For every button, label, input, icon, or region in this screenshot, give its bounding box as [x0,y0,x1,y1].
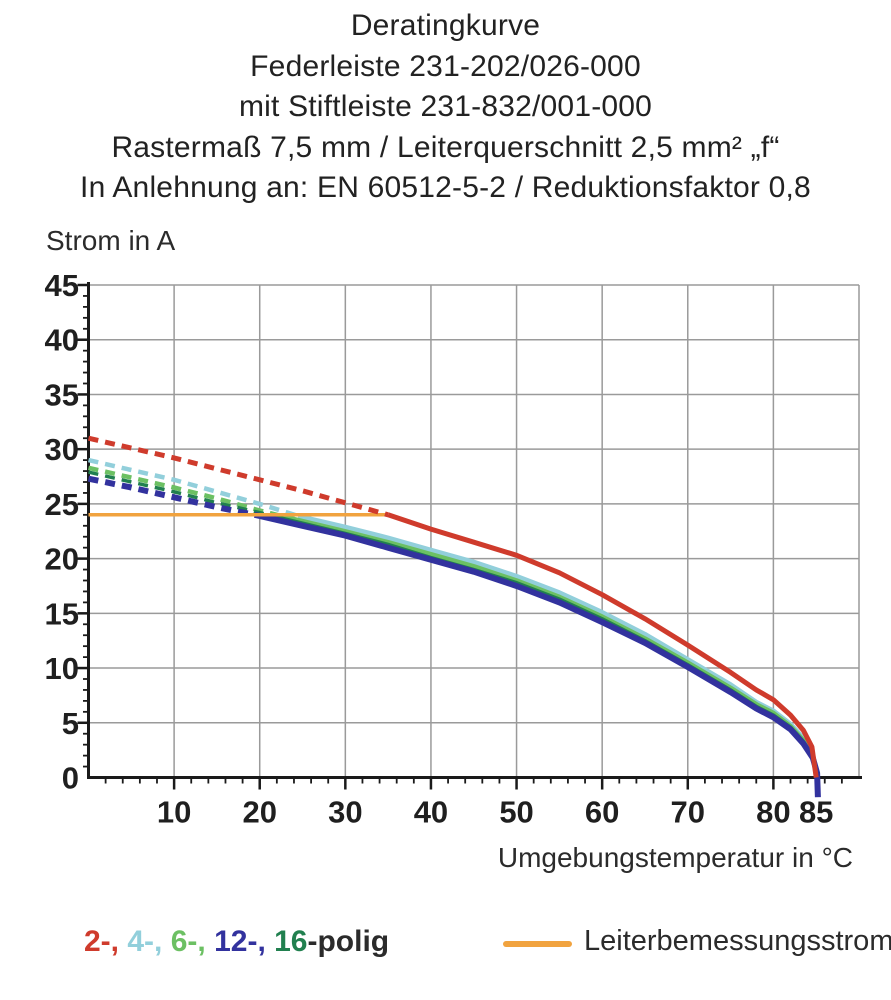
x-tick-label: 30 [328,795,362,830]
y-tick-label: 15 [45,596,79,631]
y-tick-label: 35 [45,377,79,412]
x-tick-label: 70 [671,795,705,830]
x-tick-label: 50 [499,795,533,830]
curve-12-polig-dashed [87,475,261,519]
curve-6-polig-dashed [87,465,282,519]
title-line-3: mit Stiftleiste 231-832/001-000 [238,90,653,123]
x-tick-label: 10 [157,795,191,830]
title-line-5: In Anlehnung an: EN 60512-5-2 / Reduktio… [80,171,811,204]
x-tick-label: 80 [756,795,790,830]
y-tick-label: 25 [45,487,79,522]
legend-polig-token-3: 12-, [214,925,275,958]
legend-polig: 2-, 4-, 6-, 12-, 16-polig [84,925,389,959]
y-tick-label: 40 [45,323,79,358]
legend-polig-token-2: 6-, [170,925,215,958]
title-line-4: Rastermaß 7,5 mm / Leiterquerschnitt 2,5… [111,130,780,164]
curve-16-polig-dashed [88,470,274,518]
curve-4-polig-dashed [87,457,299,519]
y-tick-label: 30 [45,432,79,467]
chart-title-block: Deratingkurve Federleiste 231-202/026-00… [0,6,891,209]
title-line-2: Federleiste 231-202/026-000 [250,49,641,83]
curve-16-polig [272,514,820,778]
x-tick-label: 40 [414,795,448,830]
y-tick-label: 10 [45,651,79,686]
y-axis-title: Strom in A [46,225,176,256]
x-tick-label: 60 [585,795,619,830]
rating-line-label: Leiterbemessungsstrom [584,925,891,957]
y-tick-label: 0 [62,761,79,796]
legend-polig-token-0: 2-, [84,925,128,958]
y-tick-label: 5 [62,706,79,741]
title-line-1: Deratingkurve [350,9,541,42]
y-tick-label: 20 [45,542,79,577]
legend-polig-token-5: -polig [307,925,390,958]
curve-6-polig [280,513,821,779]
legend-polig-token-1: 4-, [127,925,171,958]
rating-line-swatch [503,940,572,947]
x-tick-label: 85 [799,795,833,830]
curve-2-polig [387,512,819,778]
curve-2-polig-dashed [87,435,389,518]
legend-rating: Leiterbemessungsstrom [503,925,891,958]
x-axis-title: Umgebungstemperatur in °C [497,842,853,873]
x-tick-label: 20 [242,795,276,830]
curve-12-polig [259,512,821,798]
legend-polig-token-4: 16 [274,925,308,958]
y-tick-label: 45 [45,268,79,303]
curve-4-polig [297,513,821,778]
